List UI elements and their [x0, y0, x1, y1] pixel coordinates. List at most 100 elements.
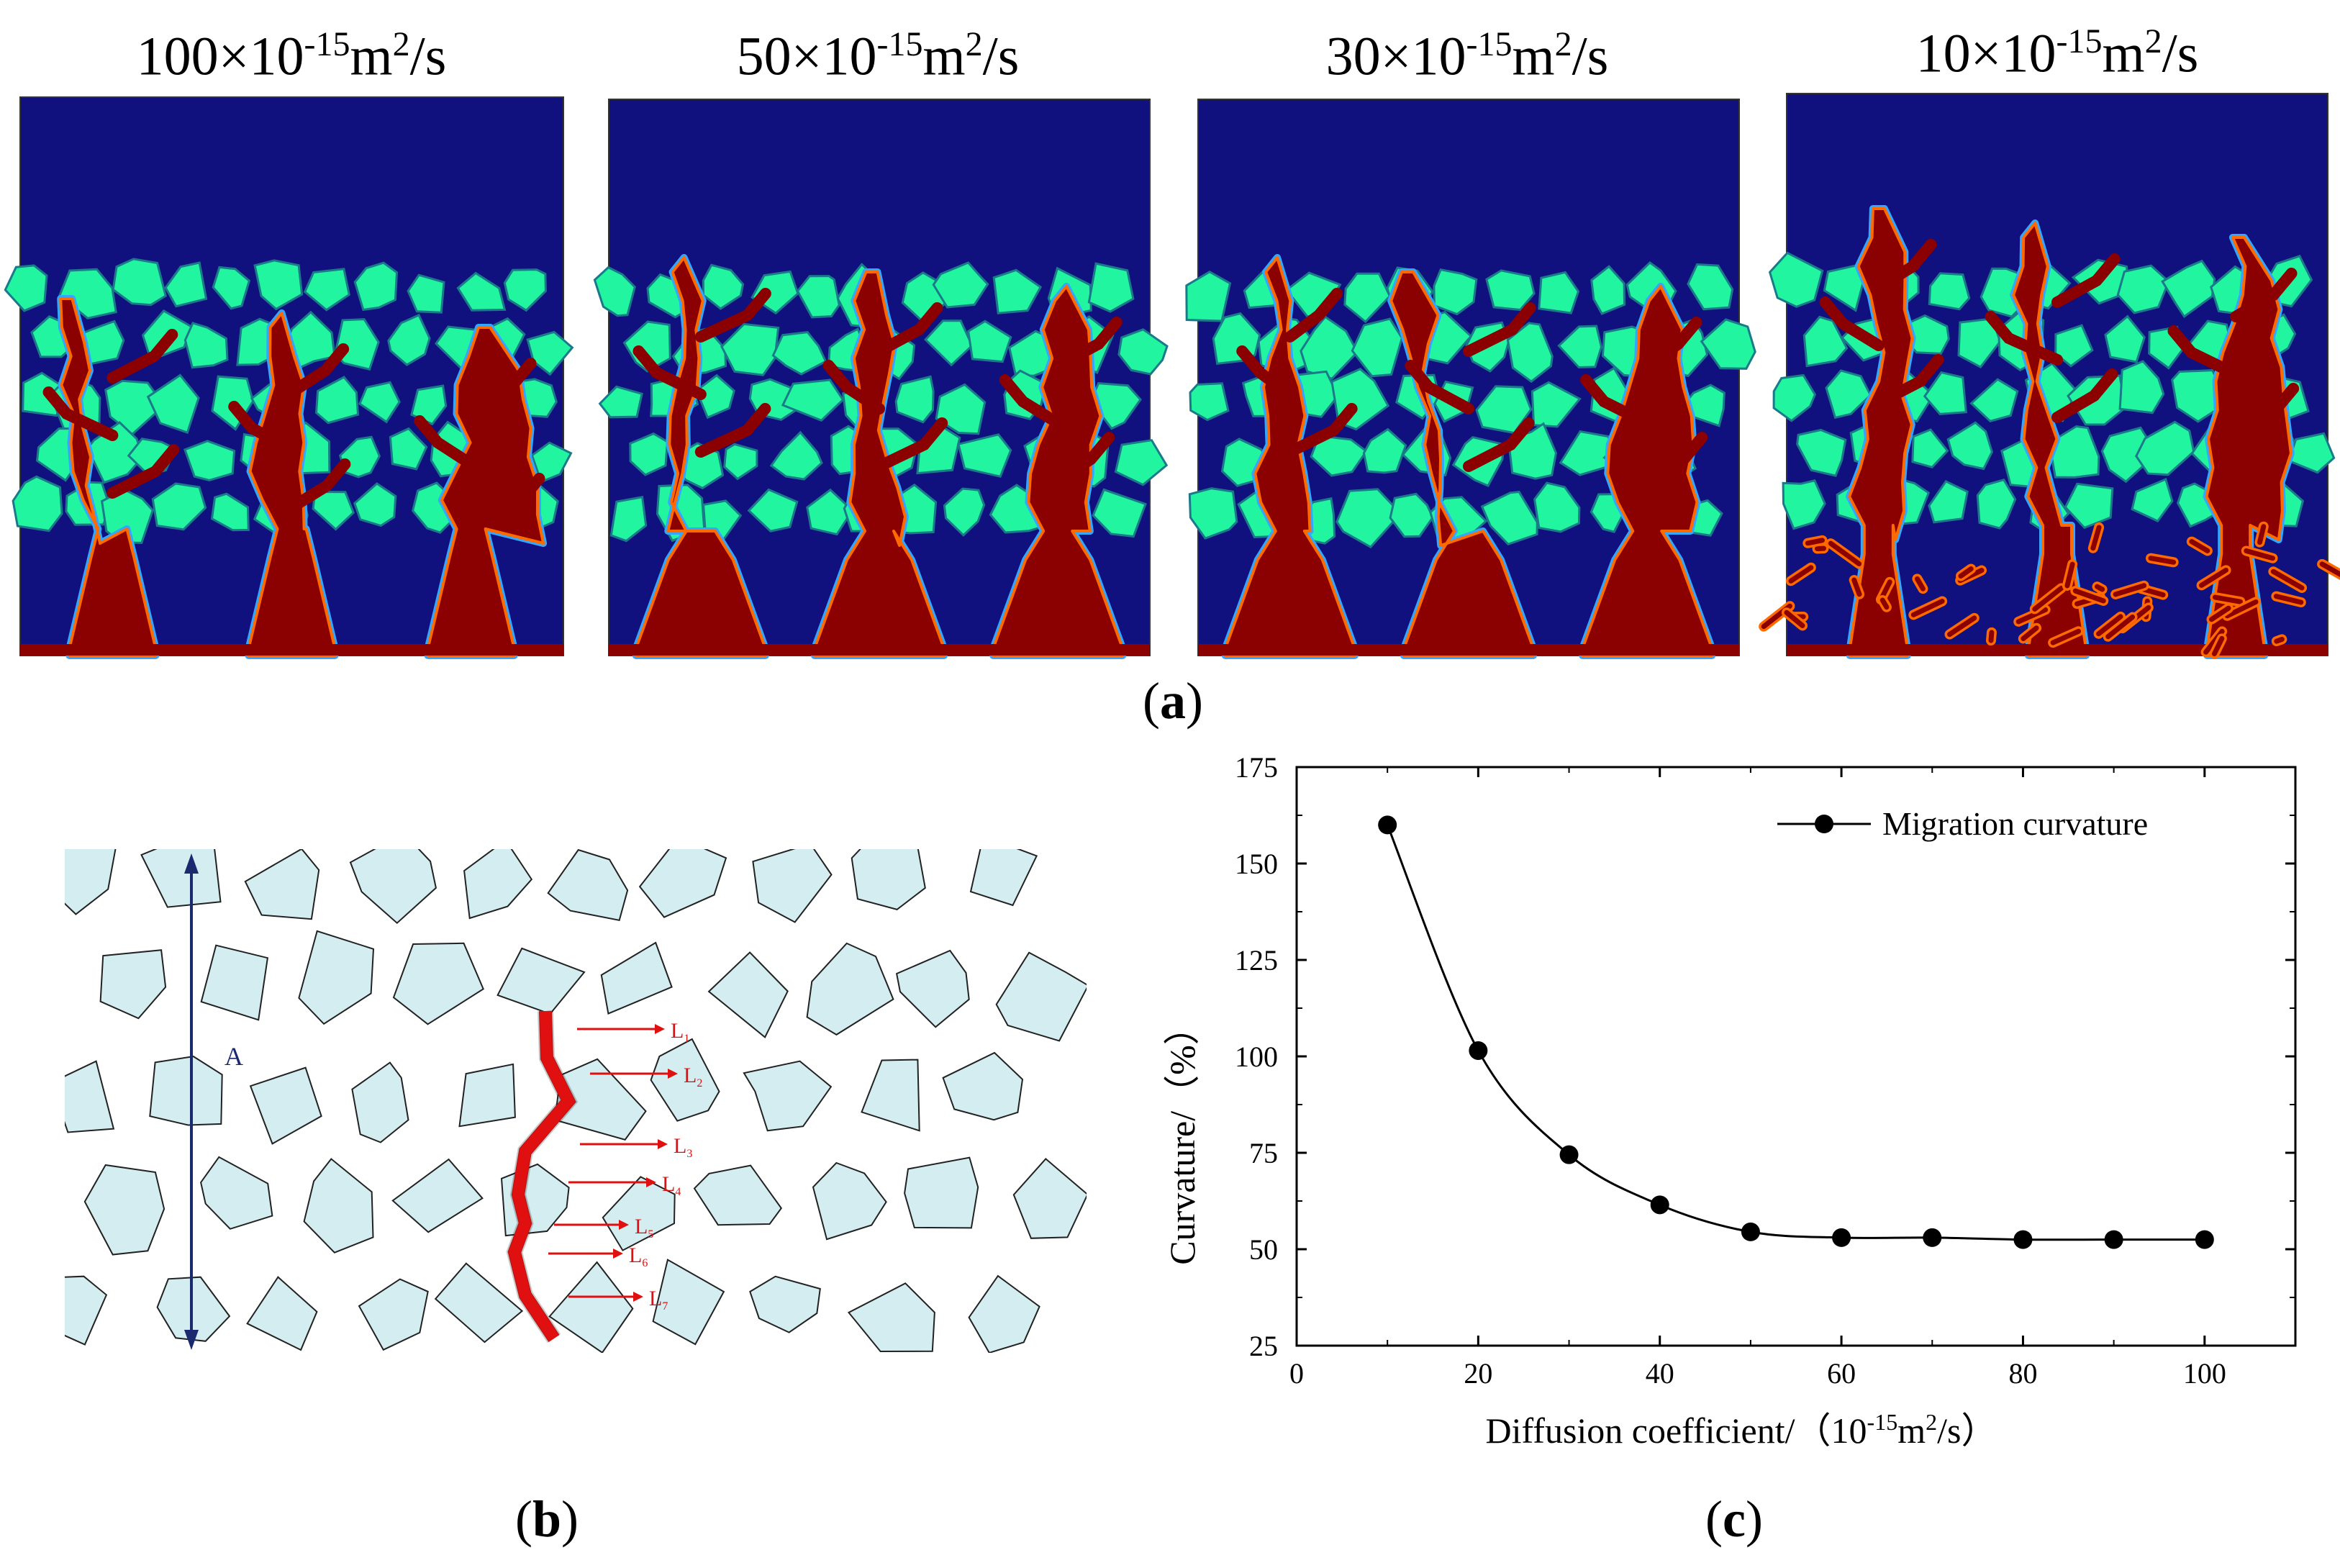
data-point: [1923, 1228, 1942, 1247]
sketch-grain: [200, 1156, 273, 1230]
y-tick-label: 175: [1235, 751, 1278, 784]
sketch-grain: [652, 1259, 725, 1346]
sketch-grain: [743, 1060, 833, 1132]
x-tick-label: 80: [2008, 1357, 2037, 1390]
x-tick-label: 60: [1827, 1357, 1856, 1390]
data-point: [2104, 1230, 2123, 1249]
sketch-grain: [65, 849, 117, 915]
data-point: [2013, 1230, 2033, 1249]
sketch-grain: [851, 849, 926, 910]
y-tick-label: 50: [1249, 1233, 1278, 1266]
path-arrow-4: L4: [568, 1172, 681, 1198]
y-tick-label: 100: [1235, 1041, 1278, 1073]
title-panel-3: 30×10-15m2/s: [1325, 25, 1609, 87]
data-point: [2195, 1230, 2214, 1249]
sketch-grain: [693, 1164, 783, 1226]
title-panel-4: 10×10-15m2/s: [1915, 22, 2199, 84]
sketch-grain: [752, 849, 833, 923]
sketch-grain: [638, 849, 727, 918]
sketch-grain: [942, 1051, 1024, 1121]
data-point: [1469, 1041, 1488, 1060]
chart-y-label: Curvature/（%）: [1162, 1009, 1202, 1264]
sketch-grain: [861, 1059, 920, 1132]
y-tick-label: 150: [1235, 848, 1278, 880]
sketch-grain: [83, 1164, 165, 1256]
title-panel-2: 50×10-15m2/s: [736, 25, 1020, 87]
simulation-panel-4: [1759, 93, 2340, 659]
sketch-grain: [303, 1158, 374, 1254]
path-arrow-7: L7: [568, 1287, 668, 1313]
y-tick-label: 125: [1235, 944, 1278, 976]
x-tick-label: 40: [1646, 1357, 1674, 1390]
sketch-grain: [246, 1276, 318, 1351]
chart-frame: [1295, 766, 2297, 1347]
title-panel-1: 100×10-15m2/s: [136, 25, 447, 87]
sketch-grain: [600, 941, 673, 1015]
sketch-grain: [904, 1156, 979, 1229]
crack-pattern: [1759, 205, 2340, 659]
sketch-grain: [434, 1262, 524, 1343]
sketch-grain: [969, 849, 1038, 907]
series-line: [1386, 824, 2205, 1241]
sketch-grain: [995, 951, 1087, 1042]
data-point: [1741, 1222, 1760, 1241]
x-tick-label: 20: [1464, 1357, 1492, 1390]
panel-a-label: (a): [1143, 672, 1203, 730]
sketch-grain: [547, 849, 629, 921]
path-label-3: L3: [674, 1134, 692, 1160]
sketch-grain: [200, 944, 269, 1021]
path-label-1: L1: [671, 1019, 689, 1045]
arrow-a: [184, 853, 199, 1350]
data-point: [1650, 1195, 1669, 1215]
sketch-grain: [244, 849, 320, 920]
sketch-grain: [65, 1275, 108, 1346]
path-arrow-2: L2: [590, 1064, 702, 1089]
sketch-grain: [349, 849, 437, 925]
y-tick-label: 25: [1249, 1330, 1278, 1362]
sketch-grain: [463, 849, 533, 920]
x-tick-label: 0: [1289, 1357, 1304, 1390]
sketch-grain: [895, 949, 970, 1028]
crack-pattern: [20, 295, 563, 659]
sketch-grain: [140, 849, 222, 908]
simulation-panels: [4, 93, 2340, 659]
simulation-panel-1: [4, 96, 574, 659]
sketch-grain: [458, 1063, 516, 1128]
aggregate-grains: [593, 261, 1169, 543]
sketch-grain: [149, 1056, 223, 1126]
data-point: [1378, 815, 1397, 835]
y-tick-label: 75: [1249, 1137, 1278, 1169]
simulation-panel-2: [593, 99, 1169, 659]
sketch-grain: [99, 949, 167, 1020]
legend-marker: [1815, 815, 1833, 833]
panel-c-label: (c): [1705, 1490, 1763, 1548]
sketch-grain: [707, 951, 789, 1038]
sketch-grain: [847, 1282, 935, 1353]
path-arrow-5: L5: [554, 1215, 653, 1241]
path-label-6: L6: [629, 1243, 648, 1269]
sketch-grain: [392, 942, 484, 1025]
sketch-grain: [812, 1161, 887, 1241]
sketch-grain: [391, 1158, 484, 1233]
data-point: [1832, 1228, 1851, 1247]
sketch-grain: [749, 1275, 821, 1333]
sketch-grain: [602, 1176, 676, 1251]
path-label-4: L4: [662, 1172, 681, 1198]
path-arrow-3: L3: [580, 1134, 692, 1160]
crack-pattern: [609, 254, 1150, 659]
legend-label: Migration curvature: [1882, 805, 2148, 842]
path-label-7: L7: [649, 1287, 668, 1313]
sketch-grain: [554, 1058, 647, 1141]
sketch-grain: [249, 1066, 322, 1145]
sketch-grain: [806, 942, 894, 1036]
crack-pattern: [1198, 254, 1739, 659]
sketch-grain: [298, 930, 375, 1025]
sketch-grain: [650, 1038, 720, 1122]
sketch-grain: [1012, 1158, 1087, 1239]
x-tick-label: 100: [2183, 1357, 2226, 1390]
panel-b-label: (b): [514, 1490, 579, 1548]
sketch-grain: [496, 947, 586, 1015]
sketch-grain: [358, 1278, 429, 1351]
simulation-panel-3: [1185, 99, 1756, 659]
